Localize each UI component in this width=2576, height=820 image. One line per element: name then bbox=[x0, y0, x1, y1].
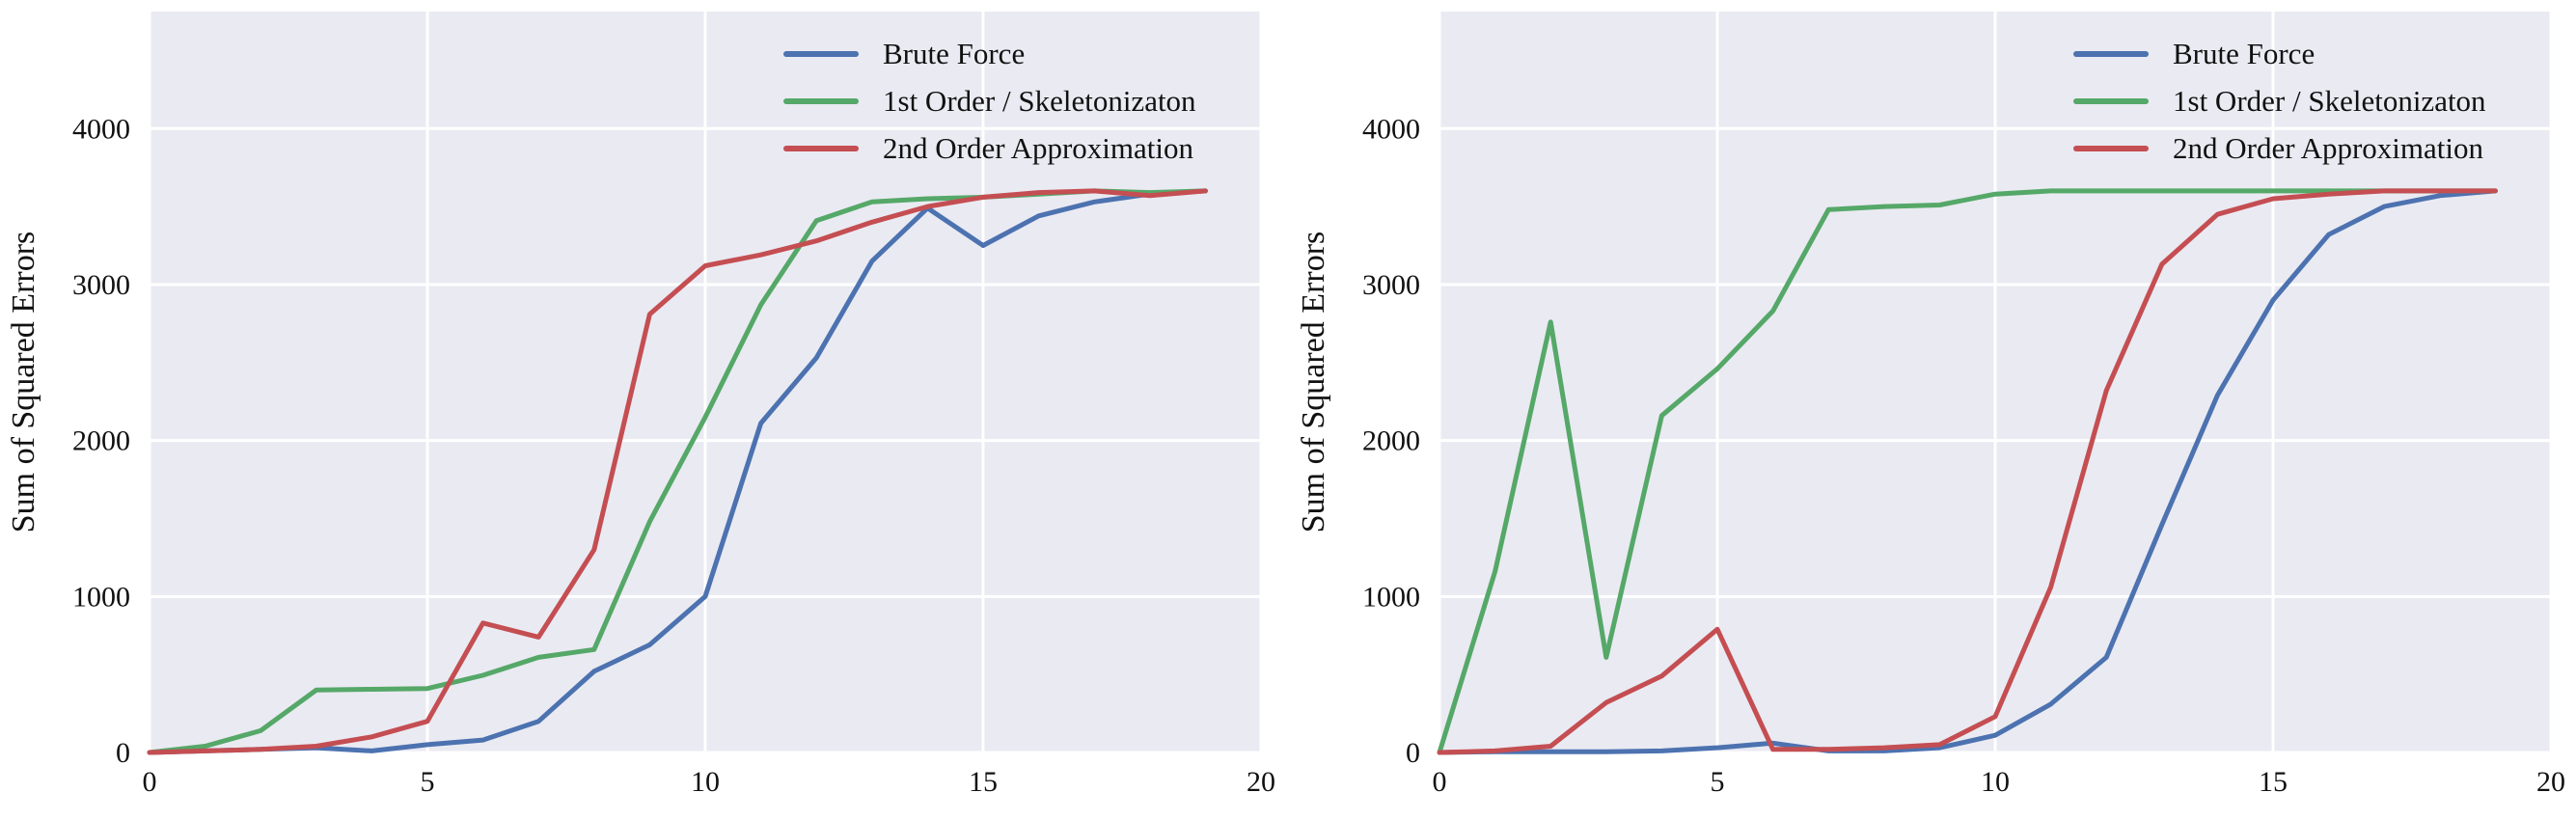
y-tick-label: 4000 bbox=[72, 113, 130, 145]
series-line-2 bbox=[1437, 188, 2498, 755]
series-line-3 bbox=[1437, 188, 2498, 755]
x-tick-label: 5 bbox=[1711, 766, 1725, 798]
x-tick-label: 10 bbox=[1981, 766, 2010, 798]
x-tick-label: 5 bbox=[421, 766, 435, 798]
y-tick-label: 3000 bbox=[1362, 269, 1420, 301]
legend-label: Brute Force bbox=[883, 37, 1025, 70]
y-tick-label: 0 bbox=[116, 737, 130, 769]
y-tick-label: 2000 bbox=[72, 425, 130, 457]
y-axis-label: Sum of Squared Errors bbox=[1296, 232, 1331, 533]
legend-label: Brute Force bbox=[2173, 37, 2315, 70]
y-tick-label: 1000 bbox=[1362, 581, 1420, 613]
x-tick-label: 20 bbox=[1247, 766, 1275, 798]
legend: Brute Force 1st Order / Skeletonizaton 2nd… bbox=[2073, 37, 2486, 165]
series-line-3 bbox=[147, 188, 1208, 755]
series-line-1 bbox=[147, 188, 1208, 755]
x-tick-label: 15 bbox=[2259, 766, 2288, 798]
chart-panel-1: 0 5 10 15 20 0 1000 2000 3000 4000 Sum of Squared … bbox=[6, 12, 1275, 798]
y-tick-label: 2000 bbox=[1362, 425, 1420, 457]
y-tick-label: 0 bbox=[1406, 737, 1420, 769]
x-tick-label: 15 bbox=[969, 766, 998, 798]
x-tick-label: 20 bbox=[2536, 766, 2565, 798]
x-tick-label: 0 bbox=[1433, 766, 1447, 798]
y-tick-label: 3000 bbox=[72, 269, 130, 301]
y-tick-label: 4000 bbox=[1362, 113, 1420, 145]
x-tick-label: 10 bbox=[691, 766, 720, 798]
legend-label: 1st Order / Skeletonizaton bbox=[883, 84, 1196, 118]
x-tick-label: 0 bbox=[143, 766, 157, 798]
legend-label: 2nd Order Approximation bbox=[2173, 131, 2484, 165]
legend: Brute Force 1st Order / Skeletonizaton 2nd… bbox=[783, 37, 1196, 165]
series-line-1 bbox=[1437, 188, 2498, 755]
chart-panel-2: 0 5 10 15 20 0 1000 2000 3000 4000 Sum of Squared … bbox=[1296, 12, 2565, 798]
legend-label: 1st Order / Skeletonizaton bbox=[2173, 84, 2486, 118]
y-axis-label: Sum of Squared Errors bbox=[6, 232, 41, 533]
y-tick-label: 1000 bbox=[72, 581, 130, 613]
legend-label: 2nd Order Approximation bbox=[883, 131, 1194, 165]
